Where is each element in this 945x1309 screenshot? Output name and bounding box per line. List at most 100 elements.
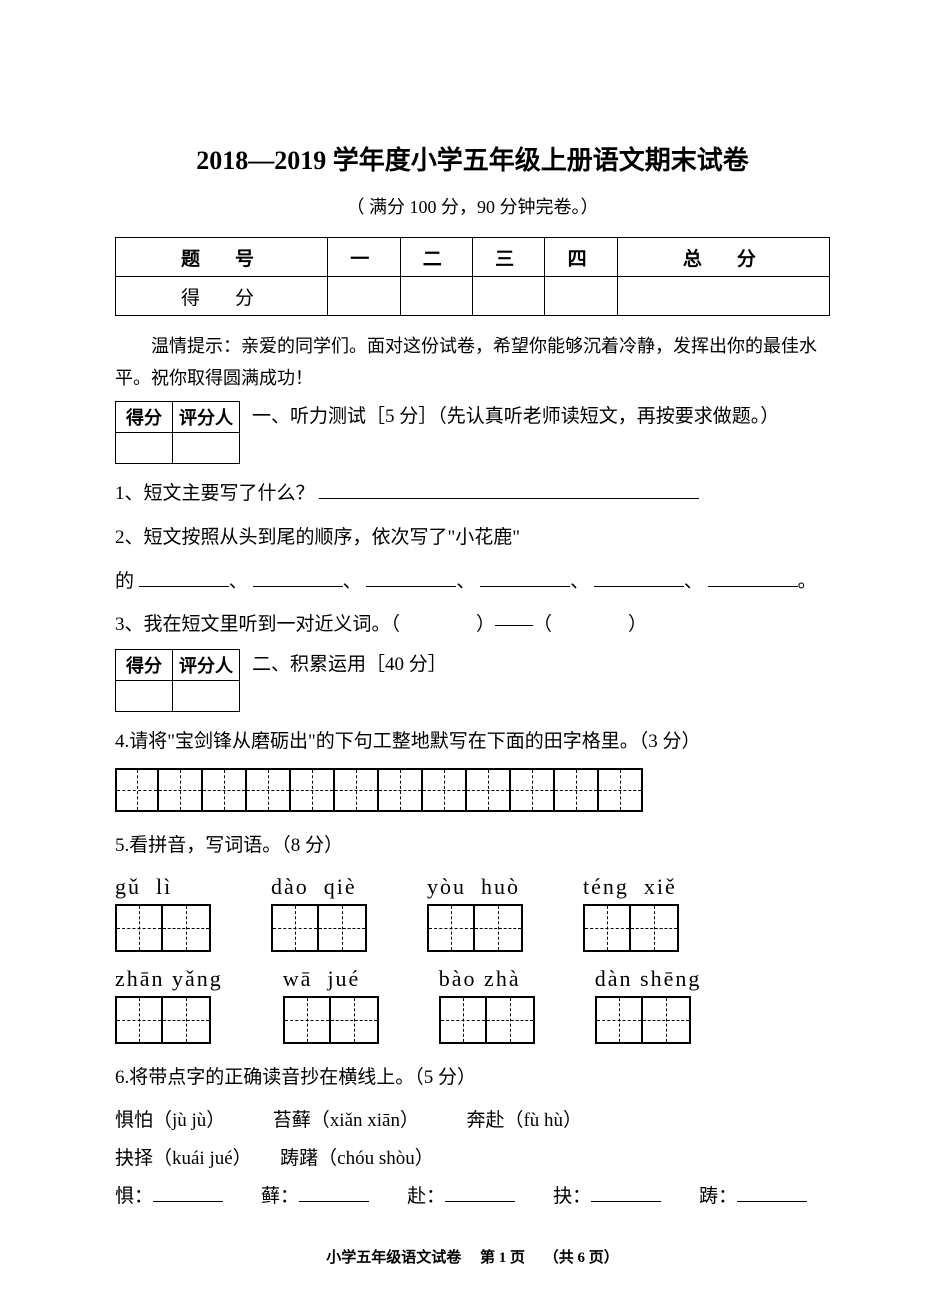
pinyin-row: gǔ lì dào qiè yòu huò téng xiě — [115, 874, 830, 952]
footer-right: （共 6 页） — [544, 1250, 619, 1266]
pinyin-row: zhān yǎng wā jué bào zhà dàn shēng — [115, 966, 830, 1044]
score-header: 二 — [400, 238, 472, 277]
score-header: 一 — [328, 238, 400, 277]
pinyin-label: téng xiě — [583, 874, 677, 900]
answer-blank[interactable] — [253, 565, 343, 587]
tianzige-pair[interactable] — [427, 904, 523, 952]
q6-blank-label: 惧： — [115, 1186, 153, 1207]
tianzige-cell[interactable] — [475, 904, 523, 952]
q6: 6.将带点字的正确读音抄在横线上。（5 分） — [115, 1058, 830, 1098]
tianzige-cell[interactable] — [379, 768, 423, 812]
tianzige-cell[interactable] — [331, 996, 379, 1044]
tianzige-pair[interactable] — [115, 904, 211, 952]
mini-score-cell[interactable] — [116, 432, 173, 463]
score-cell[interactable] — [617, 277, 829, 316]
tianzige-cell[interactable] — [631, 904, 679, 952]
mini-score-cell[interactable] — [116, 681, 173, 712]
pinyin-item: téng xiě — [583, 874, 679, 952]
answer-blank[interactable] — [319, 477, 699, 499]
answer-blank[interactable] — [480, 565, 570, 587]
pinyin-label: yòu huò — [427, 874, 520, 900]
answer-blank[interactable] — [139, 565, 229, 587]
pinyin-label: gǔ lì — [115, 874, 172, 900]
mini-score-cell[interactable] — [173, 681, 240, 712]
section2-title: 二、积累运用［40 分］ — [252, 649, 447, 681]
tianzige-cell[interactable] — [595, 996, 643, 1044]
tianzige-pair[interactable] — [283, 996, 379, 1044]
tianzige-cell[interactable] — [643, 996, 691, 1044]
tianzige-pair[interactable] — [115, 996, 211, 1044]
pinyin-item: dàn shēng — [595, 966, 702, 1044]
score-cell[interactable] — [400, 277, 472, 316]
section1-title: 一、听力测试［5 分］（先认真听老师读短文，再按要求做题。） — [252, 401, 779, 433]
tianzige-cell[interactable] — [427, 904, 475, 952]
tianzige-cell[interactable] — [159, 768, 203, 812]
tianzige-cell[interactable] — [423, 768, 467, 812]
tianzige-cell[interactable] — [335, 768, 379, 812]
mini-score-h2: 评分人 — [173, 650, 240, 681]
tianzige-row[interactable] — [115, 768, 830, 812]
q1: 1、短文主要写了什么？ — [115, 474, 830, 514]
answer-blank[interactable] — [299, 1180, 369, 1202]
mini-score-h1: 得分 — [116, 401, 173, 432]
tianzige-pair[interactable] — [595, 996, 691, 1044]
pinyin-item: gǔ lì — [115, 874, 211, 952]
pinyin-label: dào qiè — [271, 874, 357, 900]
answer-blank[interactable] — [366, 565, 456, 587]
tianzige-cell[interactable] — [163, 904, 211, 952]
tianzige-cell[interactable] — [247, 768, 291, 812]
footer-mid: 第 1 页 — [480, 1250, 525, 1266]
tip-text: 温情提示：亲爱的同学们。面对这份试卷，希望你能够沉着冷静，发挥出你的最佳水平。祝… — [115, 330, 830, 395]
q2b-text: 的 — [115, 571, 134, 592]
answer-blank[interactable] — [708, 565, 798, 587]
tianzige-cell[interactable] — [439, 996, 487, 1044]
answer-blank[interactable] — [594, 565, 684, 587]
tianzige-cell[interactable] — [487, 996, 535, 1044]
score-cell[interactable] — [472, 277, 544, 316]
score-cell[interactable] — [328, 277, 400, 316]
q2b: 的 、 、 、 、 、 。 — [115, 562, 830, 602]
q1-text: 1、短文主要写了什么？ — [115, 483, 315, 504]
score-cell[interactable] — [545, 277, 617, 316]
pinyin-label: dàn shēng — [595, 966, 702, 992]
tianzige-cell[interactable] — [319, 904, 367, 952]
pinyin-label: zhān yǎng — [115, 966, 223, 992]
mini-score-h2: 评分人 — [173, 401, 240, 432]
q6-blank-label: 藓： — [261, 1186, 299, 1207]
tianzige-cell[interactable] — [115, 768, 159, 812]
tianzige-pair[interactable] — [583, 904, 679, 952]
answer-blank[interactable] — [737, 1180, 807, 1202]
pinyin-label: bào zhà — [439, 966, 521, 992]
tianzige-pair[interactable] — [271, 904, 367, 952]
q6-blank-label: 抉： — [553, 1186, 591, 1207]
tianzige-pair[interactable] — [439, 996, 535, 1044]
answer-blank[interactable] — [153, 1180, 223, 1202]
tianzige-cell[interactable] — [163, 996, 211, 1044]
tianzige-cell[interactable] — [283, 996, 331, 1044]
tianzige-cell[interactable] — [203, 768, 247, 812]
answer-blank[interactable] — [591, 1180, 661, 1202]
pinyin-label: wā jué — [283, 966, 361, 992]
q5: 5.看拼音，写词语。（8 分） — [115, 826, 830, 866]
tianzige-cell[interactable] — [115, 904, 163, 952]
footer-left: 小学五年级语文试卷 — [326, 1250, 461, 1266]
q6-blanks: 惧： 藓： 赴： 抉： 踌： — [115, 1178, 830, 1216]
score-row-label: 得 分 — [116, 277, 328, 316]
score-table: 题 号 一 二 三 四 总 分 得 分 — [115, 237, 830, 316]
tianzige-cell[interactable] — [467, 768, 511, 812]
tianzige-cell[interactable] — [599, 768, 643, 812]
score-header: 三 — [472, 238, 544, 277]
tianzige-cell[interactable] — [291, 768, 335, 812]
q6-blank-label: 踌： — [699, 1186, 737, 1207]
tianzige-cell[interactable] — [511, 768, 555, 812]
exam-title: 2018—2019 学年度小学五年级上册语文期末试卷 — [115, 140, 830, 177]
mini-score-cell[interactable] — [173, 432, 240, 463]
exam-subtitle: （ 满分 100 分，90 分钟完卷。） — [115, 193, 830, 219]
answer-blank[interactable] — [445, 1180, 515, 1202]
tianzige-cell[interactable] — [583, 904, 631, 952]
tianzige-cell[interactable] — [555, 768, 599, 812]
pinyin-item: dào qiè — [271, 874, 367, 952]
q4: 4.请将"宝剑锋从磨砺出"的下句工整地默写在下面的田字格里。（3 分） — [115, 722, 830, 762]
tianzige-cell[interactable] — [115, 996, 163, 1044]
tianzige-cell[interactable] — [271, 904, 319, 952]
